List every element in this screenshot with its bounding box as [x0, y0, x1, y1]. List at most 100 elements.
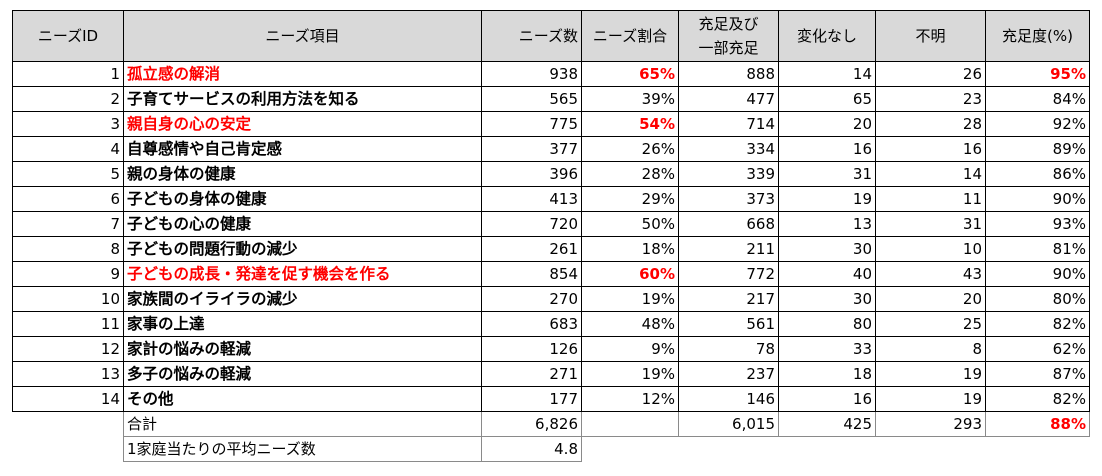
need-item-cell: 親自身の心の安定 — [123, 111, 482, 137]
need-ratio-cell: 54% — [581, 111, 679, 137]
need-ratio-cell: 65% — [581, 61, 679, 87]
table-row: 6 子どもの身体の健康 413 29% 373 19 11 90% — [12, 186, 1090, 212]
degree-cell: 62% — [985, 336, 1090, 362]
need-ratio-cell: 29% — [581, 186, 679, 212]
nochange-cell: 19 — [778, 186, 876, 212]
need-count-cell: 720 — [481, 211, 582, 237]
header-ratio: ニーズ割合 — [581, 10, 679, 62]
need-item-cell: 家計の悩みの軽減 — [123, 336, 482, 362]
header-nochange: 変化なし — [778, 10, 876, 62]
table-row: 4 自尊感情や自己肯定感 377 26% 334 16 16 89% — [12, 136, 1090, 162]
need-ratio-cell: 60% — [581, 261, 679, 287]
header-id: ニーズID — [12, 10, 124, 62]
average-blank — [581, 436, 1090, 462]
unknown-cell: 43 — [875, 261, 986, 287]
needs-table: ニーズID ニーズ項目 ニーズ数 ニーズ割合 充足及び 一部充足 変化なし 不明… — [12, 10, 1090, 462]
header-item: ニーズ項目 — [123, 10, 482, 62]
need-count-cell: 377 — [481, 136, 582, 162]
fulfilled-cell: 714 — [678, 111, 779, 137]
need-id-cell: 8 — [12, 236, 124, 262]
need-count-cell: 126 — [481, 336, 582, 362]
fulfilled-cell: 477 — [678, 86, 779, 112]
table-row: 3 親自身の心の安定 775 54% 714 20 28 92% — [12, 111, 1090, 137]
need-id-cell: 13 — [12, 361, 124, 387]
header-degree: 充足度(%) — [985, 10, 1090, 62]
fulfilled-cell: 561 — [678, 311, 779, 337]
header-count: ニーズ数 — [481, 10, 582, 62]
average-label: 1家庭当たりの平均ニーズ数 — [123, 436, 482, 462]
fulfilled-cell: 888 — [678, 61, 779, 87]
table-row: 14 その他 177 12% 146 16 19 82% — [12, 386, 1090, 412]
need-count-cell: 565 — [481, 86, 582, 112]
needs-table-sheet: ニーズID ニーズ項目 ニーズ数 ニーズ割合 充足及び 一部充足 変化なし 不明… — [12, 10, 1090, 462]
fulfilled-cell: 78 — [678, 336, 779, 362]
table-row: 12 家計の悩みの軽減 126 9% 78 33 8 62% — [12, 336, 1090, 362]
nochange-cell: 16 — [778, 386, 876, 412]
need-id-cell: 11 — [12, 311, 124, 337]
table-row: 13 多子の悩みの軽減 271 19% 237 18 19 87% — [12, 361, 1090, 387]
need-ratio-cell: 18% — [581, 236, 679, 262]
nochange-cell: 33 — [778, 336, 876, 362]
need-ratio-cell: 48% — [581, 311, 679, 337]
need-ratio-cell: 28% — [581, 161, 679, 187]
unknown-cell: 19 — [875, 361, 986, 387]
unknown-cell: 31 — [875, 211, 986, 237]
need-count-cell: 271 — [481, 361, 582, 387]
unknown-cell: 20 — [875, 286, 986, 312]
unknown-cell: 10 — [875, 236, 986, 262]
table-row: 5 親の身体の健康 396 28% 339 31 14 86% — [12, 161, 1090, 187]
unknown-cell: 11 — [875, 186, 986, 212]
need-count-cell: 938 — [481, 61, 582, 87]
table-body: 1 孤立感の解消 938 65% 888 14 26 95% 2 子育てサービスの利用方法を知る 5… — [12, 61, 1090, 412]
total-fulfilled: 6,015 — [678, 411, 779, 437]
unknown-cell: 26 — [875, 61, 986, 87]
degree-cell: 93% — [985, 211, 1090, 237]
nochange-cell: 40 — [778, 261, 876, 287]
nochange-cell: 13 — [778, 211, 876, 237]
table-row: 1 孤立感の解消 938 65% 888 14 26 95% — [12, 61, 1090, 87]
degree-cell: 95% — [985, 61, 1090, 87]
need-count-cell: 775 — [481, 111, 582, 137]
nochange-cell: 30 — [778, 286, 876, 312]
fulfilled-cell: 339 — [678, 161, 779, 187]
need-item-cell: 子どもの身体の健康 — [123, 186, 482, 212]
header-fulfilled: 充足及び 一部充足 — [678, 10, 779, 62]
degree-cell: 90% — [985, 261, 1090, 287]
total-unknown: 293 — [875, 411, 986, 437]
need-count-cell: 854 — [481, 261, 582, 287]
nochange-cell: 16 — [778, 136, 876, 162]
need-count-cell: 396 — [481, 161, 582, 187]
nochange-cell: 65 — [778, 86, 876, 112]
need-item-cell: 子どもの問題行動の減少 — [123, 236, 482, 262]
fulfilled-cell: 772 — [678, 261, 779, 287]
table-row: 9 子どもの成長・発達を促す機会を作る 854 60% 772 40 43 90% — [12, 261, 1090, 287]
need-id-cell: 14 — [12, 386, 124, 412]
nochange-cell: 31 — [778, 161, 876, 187]
total-nochange: 425 — [778, 411, 876, 437]
fulfilled-cell: 668 — [678, 211, 779, 237]
average-spacer — [12, 436, 124, 462]
need-item-cell: 子どもの心の健康 — [123, 211, 482, 237]
fulfilled-cell: 146 — [678, 386, 779, 412]
total-row: 合計 6,826 6,015 425 293 88% — [12, 411, 1090, 437]
need-count-cell: 683 — [481, 311, 582, 337]
degree-cell: 92% — [985, 111, 1090, 137]
unknown-cell: 23 — [875, 86, 986, 112]
degree-cell: 87% — [985, 361, 1090, 387]
need-ratio-cell: 50% — [581, 211, 679, 237]
need-id-cell: 9 — [12, 261, 124, 287]
degree-cell: 86% — [985, 161, 1090, 187]
total-ratio-empty — [581, 411, 679, 437]
need-item-cell: 親の身体の健康 — [123, 161, 482, 187]
need-ratio-cell: 26% — [581, 136, 679, 162]
need-ratio-cell: 19% — [581, 361, 679, 387]
need-count-cell: 270 — [481, 286, 582, 312]
nochange-cell: 30 — [778, 236, 876, 262]
need-item-cell: 多子の悩みの軽減 — [123, 361, 482, 387]
total-label: 合計 — [123, 411, 482, 437]
need-id-cell: 5 — [12, 161, 124, 187]
total-count: 6,826 — [481, 411, 582, 437]
need-item-cell: 自尊感情や自己肯定感 — [123, 136, 482, 162]
unknown-cell: 8 — [875, 336, 986, 362]
need-id-cell: 6 — [12, 186, 124, 212]
